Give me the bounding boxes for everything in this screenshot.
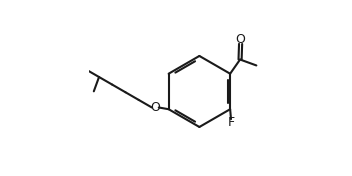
Text: O: O xyxy=(235,33,246,46)
Text: F: F xyxy=(227,116,234,129)
Text: O: O xyxy=(151,101,161,114)
